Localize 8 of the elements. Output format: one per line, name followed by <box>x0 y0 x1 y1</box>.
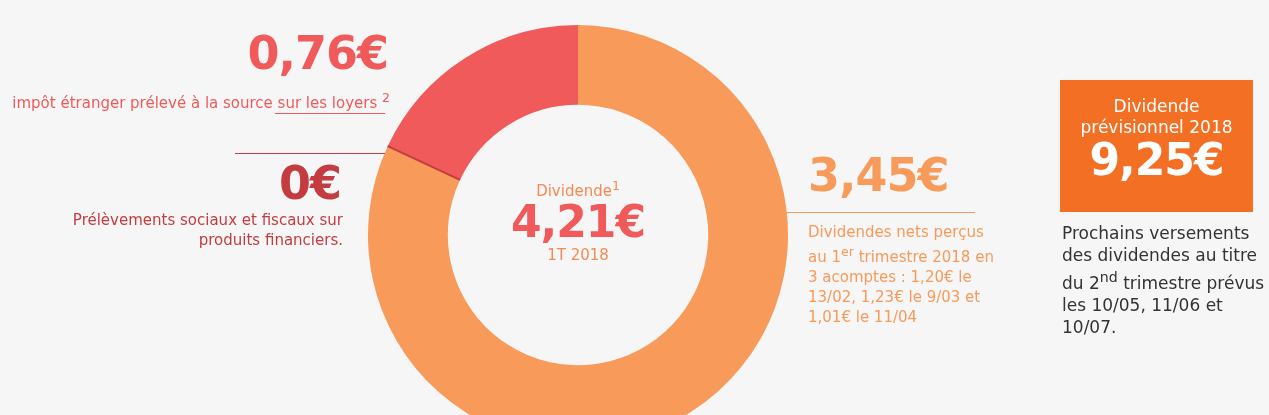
data-label: 3,45€ <box>808 148 950 202</box>
slice-label: Dividendes nets perçus au 1$^{er}$ trimestre 2018 en 3 acomptes : 1,20€ le 13/02, 1,23€ le 9/03 et 1,01€ le 11/04 <box>808 222 995 327</box>
text: 1T 2018 <box>546 246 610 264</box>
slice-label: impôt étranger prélevé à la source sur les loyers $^{2}$ <box>11 89 390 113</box>
text: 0€ <box>278 156 341 210</box>
data-label: 0,76€ <box>246 26 388 80</box>
category-label: Prélèvements sociaux et fiscaux sur produits financiers. <box>72 211 343 249</box>
text: Prochains versements des dividendes au titre du 2$^{nd}$ trimestre prévus les 10/05, 11/06 et 10/07. <box>1062 222 1266 338</box>
